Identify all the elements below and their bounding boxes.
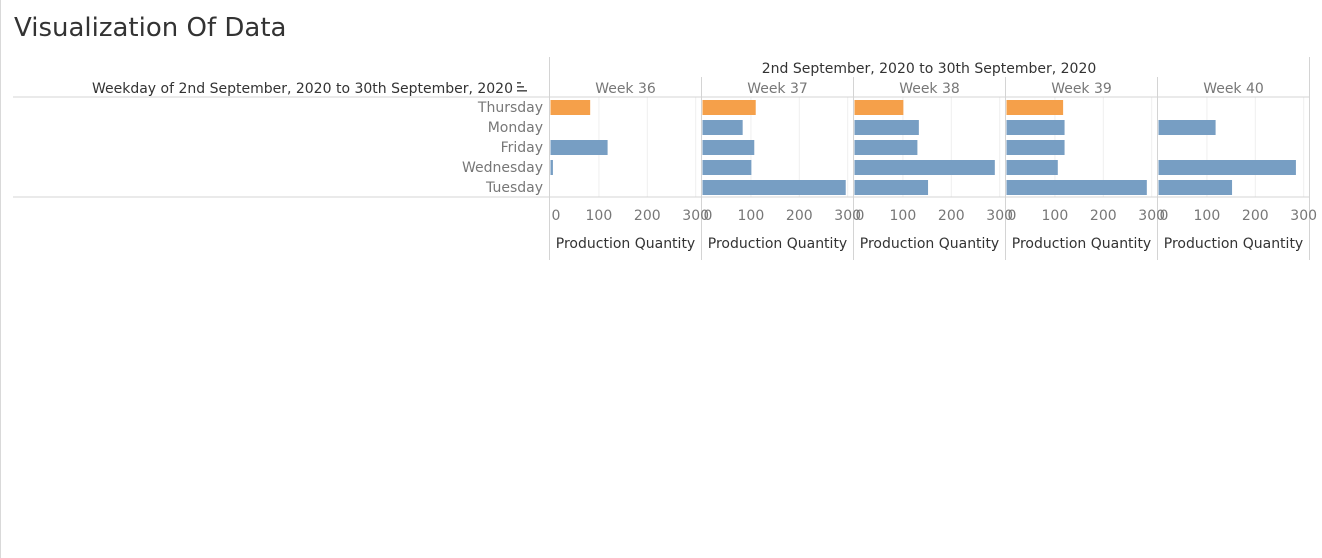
tick-label: 300: [834, 208, 861, 224]
bar: [702, 160, 752, 175]
bar: [1158, 180, 1233, 195]
bar: [702, 180, 846, 195]
column-header: 2nd September, 2020 to 30th September, 2…: [762, 61, 1097, 77]
row-header[interactable]: Weekday of 2nd September, 2020 to 30th S…: [92, 81, 513, 97]
bar: [1006, 180, 1147, 195]
tick-label: 300: [1290, 208, 1317, 224]
week-header: Week 37: [747, 81, 808, 97]
axis-title: Production Quantity: [708, 236, 847, 252]
axis-title: Production Quantity: [1164, 236, 1303, 252]
bar: [1006, 120, 1065, 135]
week-header: Week 36: [595, 81, 656, 97]
bar: [550, 140, 608, 155]
row-label: Wednesday: [462, 160, 543, 176]
axis-title: Production Quantity: [1012, 236, 1151, 252]
chart-frame: [13, 57, 1310, 260]
tick-label: 100: [1194, 208, 1221, 224]
labels: Week 36 0 100 200 300 Production Quantity Week…: [462, 81, 1317, 252]
tick-label: 300: [986, 208, 1013, 224]
axis-title: Production Quantity: [860, 236, 999, 252]
tick-label: 0: [552, 208, 561, 224]
tick-label: 200: [1090, 208, 1117, 224]
axis-title: Production Quantity: [556, 236, 695, 252]
bar: [550, 160, 553, 175]
tick-label: 300: [1138, 208, 1165, 224]
tick-label: 100: [586, 208, 613, 224]
week-header: Week 38: [899, 81, 960, 97]
bar: [702, 100, 756, 115]
tick-label: 200: [634, 208, 661, 224]
tick-label: 0: [1008, 208, 1017, 224]
row-label: Friday: [501, 140, 543, 156]
bar: [1006, 160, 1058, 175]
bar: [854, 120, 919, 135]
tick-label: 200: [786, 208, 813, 224]
tick-label: 0: [704, 208, 713, 224]
bar: [550, 100, 591, 115]
tick-label: 100: [738, 208, 765, 224]
bar: [854, 100, 904, 115]
tick-label: 0: [1160, 208, 1169, 224]
row-label: Tuesday: [485, 180, 543, 196]
page-left-border: [0, 0, 1, 558]
bar: [1006, 140, 1065, 155]
row-label: Thursday: [477, 100, 543, 116]
week-header: Week 40: [1203, 81, 1264, 97]
tick-label: 200: [1242, 208, 1269, 224]
page-title: Visualization Of Data: [14, 13, 287, 43]
tick-label: 200: [938, 208, 965, 224]
bars: [550, 100, 1296, 195]
week-header: Week 39: [1051, 81, 1112, 97]
tick-label: 100: [1042, 208, 1069, 224]
bar: [702, 120, 743, 135]
sort-descending-icon[interactable]: [517, 82, 527, 92]
bar: [854, 160, 995, 175]
row-label: Monday: [488, 120, 543, 136]
tick-label: 300: [682, 208, 709, 224]
bar: [854, 140, 918, 155]
bar: [1006, 100, 1064, 115]
bar: [1158, 120, 1216, 135]
tick-label: 0: [856, 208, 865, 224]
bar: [1158, 160, 1296, 175]
tick-label: 100: [890, 208, 917, 224]
bar: [854, 180, 929, 195]
bar: [702, 140, 755, 155]
